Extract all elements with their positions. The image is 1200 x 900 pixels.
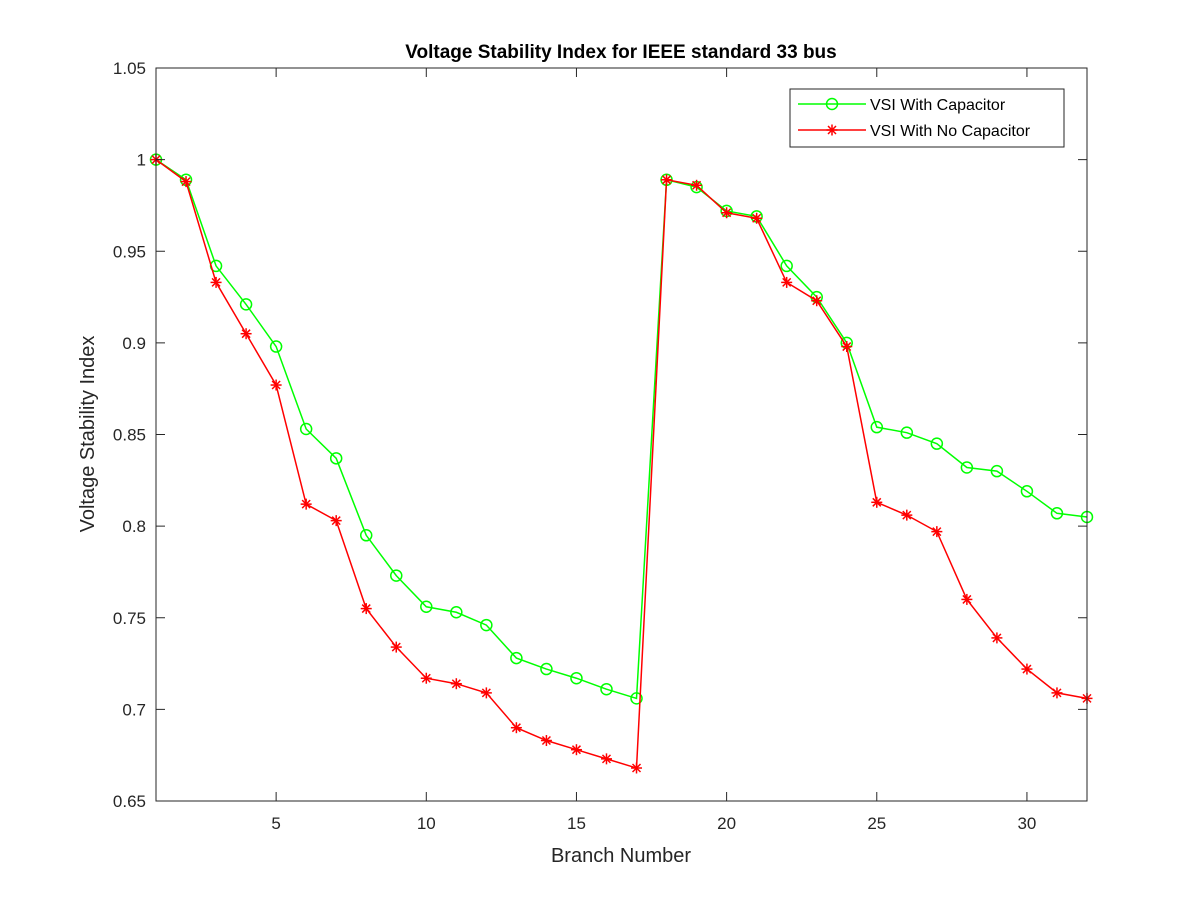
data-point-no-capacitor — [510, 722, 522, 734]
data-point-capacitor — [390, 569, 403, 582]
data-point-capacitor — [1050, 507, 1064, 520]
y-tick-label: 0.65 — [113, 792, 146, 811]
x-tick-label: 20 — [717, 814, 736, 833]
x-tick-label: 25 — [867, 814, 886, 833]
data-point-no-capacitor — [841, 341, 853, 353]
data-point-capacitor — [990, 464, 1004, 478]
data-point-capacitor — [900, 426, 914, 439]
data-point-no-capacitor — [721, 207, 733, 219]
x-tick-label: 5 — [271, 814, 280, 833]
data-point-no-capacitor — [480, 687, 492, 699]
chart-title: Voltage Stability Index for IEEE standar… — [405, 42, 836, 63]
legend-marker-capacitor — [825, 97, 839, 111]
x-tick-label: 15 — [567, 814, 586, 833]
legend: VSI With Capacitor VSI With No Capacitor — [789, 88, 1065, 148]
data-point-no-capacitor — [360, 603, 372, 615]
data-point-capacitor — [239, 298, 253, 311]
data-point-capacitor — [870, 420, 884, 434]
data-point-no-capacitor — [811, 295, 823, 307]
data-point-no-capacitor — [751, 212, 763, 224]
data-point-no-capacitor — [991, 632, 1003, 644]
data-point-no-capacitor — [631, 762, 643, 774]
series-line-no-capacitor — [155, 159, 1088, 770]
data-point-capacitor — [420, 600, 433, 614]
y-tick-label: 1 — [137, 151, 146, 170]
data-point-no-capacitor — [661, 174, 673, 186]
legend-label-capacitor: VSI With Capacitor — [870, 97, 1006, 114]
y-tick-label: 0.85 — [113, 426, 146, 445]
data-point-no-capacitor — [600, 753, 612, 765]
data-point-no-capacitor — [450, 678, 462, 690]
x-axis-label: Branch Number — [551, 845, 691, 867]
data-point-no-capacitor — [1021, 663, 1033, 675]
data-point-capacitor — [359, 529, 373, 542]
legend-box — [789, 88, 1065, 148]
x-tick-label: 10 — [417, 814, 436, 833]
data-point-capacitor — [480, 618, 493, 632]
data-point-capacitor — [960, 461, 974, 474]
data-point-no-capacitor — [901, 509, 913, 521]
plot-area — [156, 68, 1087, 801]
data-point-no-capacitor — [270, 379, 282, 391]
data-point-no-capacitor — [330, 515, 342, 527]
data-point-no-capacitor — [781, 276, 793, 288]
data-point-no-capacitor — [871, 496, 883, 508]
y-axis: 0.65 0.7 0.75 0.8 0.85 0.9 0.95 1 1.05 — [113, 59, 1087, 811]
y-tick-label: 0.9 — [122, 334, 146, 353]
data-point-no-capacitor — [390, 641, 402, 653]
data-point-capacitor — [630, 692, 643, 705]
x-axis: 5 10 15 20 25 30 — [271, 68, 1036, 833]
data-point-capacitor — [600, 682, 613, 696]
y-tick-label: 0.7 — [122, 700, 146, 719]
data-point-capacitor — [540, 662, 553, 676]
data-point-capacitor — [269, 340, 283, 353]
data-point-no-capacitor — [961, 593, 973, 605]
data-point-capacitor — [510, 651, 523, 665]
data-point-no-capacitor — [691, 179, 703, 191]
data-point-no-capacitor — [210, 276, 222, 288]
data-point-no-capacitor — [300, 498, 312, 510]
data-point-no-capacitor — [1051, 687, 1063, 699]
data-point-capacitor — [299, 422, 313, 436]
data-point-capacitor — [570, 671, 583, 685]
data-point-no-capacitor — [240, 328, 252, 340]
data-point-no-capacitor — [931, 526, 943, 538]
y-axis-label: Voltage Stability Index — [77, 336, 99, 533]
y-tick-label: 1.05 — [113, 59, 146, 78]
y-tick-label: 0.75 — [113, 609, 146, 628]
data-point-no-capacitor — [420, 672, 432, 684]
x-tick-label: 30 — [1017, 814, 1036, 833]
series-layer — [149, 153, 1094, 774]
legend-label-no-capacitor: VSI With No Capacitor — [870, 123, 1031, 140]
data-point-capacitor — [329, 452, 343, 465]
y-tick-label: 0.95 — [113, 242, 146, 261]
data-point-capacitor — [780, 259, 793, 273]
legend-marker-no-capacitor — [826, 124, 838, 136]
data-point-no-capacitor — [180, 176, 192, 188]
data-point-capacitor — [1020, 485, 1034, 498]
y-tick-label: 0.8 — [122, 517, 146, 536]
data-point-capacitor — [930, 437, 944, 450]
data-point-no-capacitor — [540, 735, 552, 747]
data-point-capacitor — [450, 606, 463, 619]
data-point-no-capacitor — [570, 744, 582, 756]
